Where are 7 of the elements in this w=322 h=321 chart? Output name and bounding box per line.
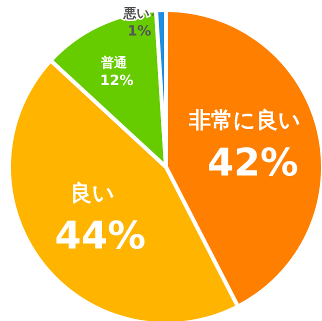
data-label: 1% bbox=[128, 24, 152, 40]
data-label: 12% bbox=[100, 72, 134, 89]
slice-label: 普通 bbox=[100, 54, 128, 71]
slice-label: 非常に良い bbox=[188, 108, 301, 134]
data-label: 42% bbox=[207, 140, 298, 185]
slice-label: 良い bbox=[70, 180, 115, 206]
data-label: 44% bbox=[54, 213, 146, 258]
